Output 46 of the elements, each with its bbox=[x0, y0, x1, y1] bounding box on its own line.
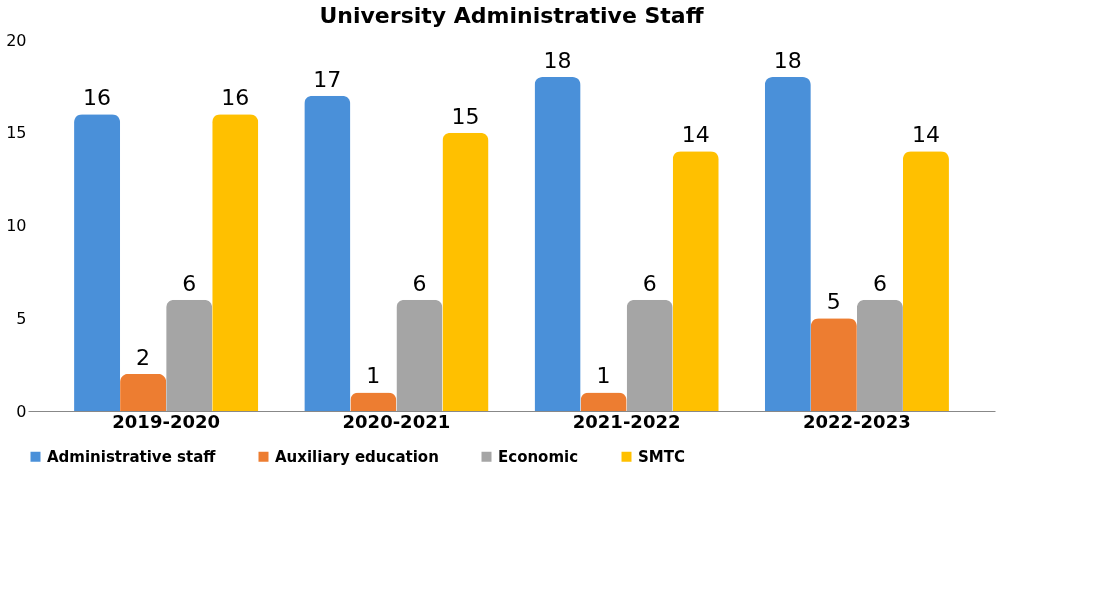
bar bbox=[856, 299, 903, 411]
bar bbox=[304, 95, 351, 411]
y-tick-label: 15 bbox=[6, 123, 27, 143]
legend-label: Economic bbox=[498, 447, 579, 466]
bar bbox=[74, 114, 121, 411]
bar bbox=[166, 299, 213, 411]
y-tick-label: 20 bbox=[6, 30, 27, 50]
bar bbox=[212, 114, 259, 411]
bar bbox=[580, 392, 627, 411]
data-label: 14 bbox=[911, 122, 940, 148]
bar bbox=[534, 77, 581, 411]
x-tick-label: 2019-2020 bbox=[112, 410, 220, 432]
legend-label: SMTC bbox=[638, 447, 685, 466]
data-label: 5 bbox=[826, 289, 841, 315]
bar bbox=[396, 299, 443, 411]
bar bbox=[120, 373, 167, 411]
data-label: 14 bbox=[681, 122, 710, 148]
x-tick-label: 2020-2021 bbox=[342, 410, 451, 432]
data-label: 1 bbox=[596, 363, 611, 389]
data-label: 15 bbox=[451, 103, 480, 129]
data-label: 18 bbox=[773, 48, 802, 74]
y-tick-label: 5 bbox=[16, 308, 27, 328]
legend-label: Administrative staff bbox=[47, 447, 217, 466]
y-tick-label: 10 bbox=[6, 216, 27, 235]
y-tick-label: 0 bbox=[16, 401, 27, 421]
data-label: 6 bbox=[182, 270, 197, 296]
bar bbox=[672, 151, 719, 411]
bar bbox=[626, 299, 673, 411]
data-label: 1 bbox=[366, 363, 381, 389]
data-label: 6 bbox=[872, 270, 887, 296]
bar bbox=[764, 77, 811, 411]
bar bbox=[810, 318, 857, 411]
bar bbox=[442, 132, 489, 411]
legend-label: Auxiliary education bbox=[275, 447, 439, 466]
data-label: 16 bbox=[221, 85, 250, 111]
bar bbox=[350, 392, 397, 411]
x-tick-label: 2022-2023 bbox=[803, 410, 911, 432]
bar bbox=[902, 151, 949, 411]
chart-title: University Administrative Staff bbox=[319, 3, 705, 28]
data-label: 2 bbox=[136, 344, 151, 370]
data-label: 16 bbox=[83, 85, 112, 111]
x-tick-label: 2021-2022 bbox=[572, 410, 681, 432]
data-label: 6 bbox=[412, 270, 427, 296]
data-label: 6 bbox=[642, 270, 657, 296]
data-label: 18 bbox=[543, 48, 572, 74]
data-label: 17 bbox=[313, 66, 342, 92]
